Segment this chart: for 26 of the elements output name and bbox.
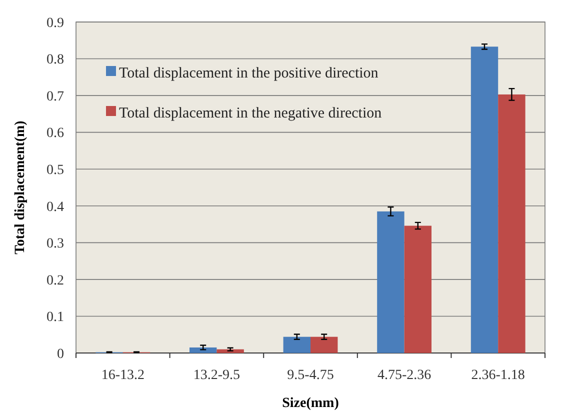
y-tick-label: 0.5: [46, 163, 64, 178]
legend-label: Total displacement in the positive direction: [119, 65, 379, 82]
y-tick-label: 0.4: [46, 200, 64, 215]
y-tick-label: 0.9: [46, 16, 64, 31]
x-tick-label: 16-13.2: [101, 368, 144, 383]
bar: [470, 46, 498, 353]
y-tick-label: 0: [57, 346, 64, 362]
y-tick-label: 0.6: [46, 126, 64, 142]
x-tick-label: 4.75-2.36: [377, 368, 432, 383]
x-axis-title: Size(mm): [282, 396, 340, 411]
y-tick-label: 0.3: [46, 236, 64, 252]
bar: [404, 226, 432, 353]
y-tick-label: 0.1: [46, 310, 64, 326]
y-tick-label: 0.7: [46, 89, 64, 104]
y-tick-label: 0.8: [46, 52, 64, 68]
y-tick-label: 0.2: [46, 273, 64, 288]
bar: [498, 94, 526, 353]
x-tick-label: 13.2-9.5: [193, 368, 240, 383]
x-tick-label: 9.5-4.75: [287, 368, 334, 383]
bar: [283, 336, 310, 353]
bar: [310, 336, 338, 353]
bar: [190, 347, 217, 353]
x-tick-label: 2.36-1.18: [471, 368, 525, 383]
bar: [377, 211, 404, 353]
y-axis-title: Total displacement(m): [13, 120, 28, 254]
legend-label: Total displacement in the negative direction: [119, 105, 382, 122]
